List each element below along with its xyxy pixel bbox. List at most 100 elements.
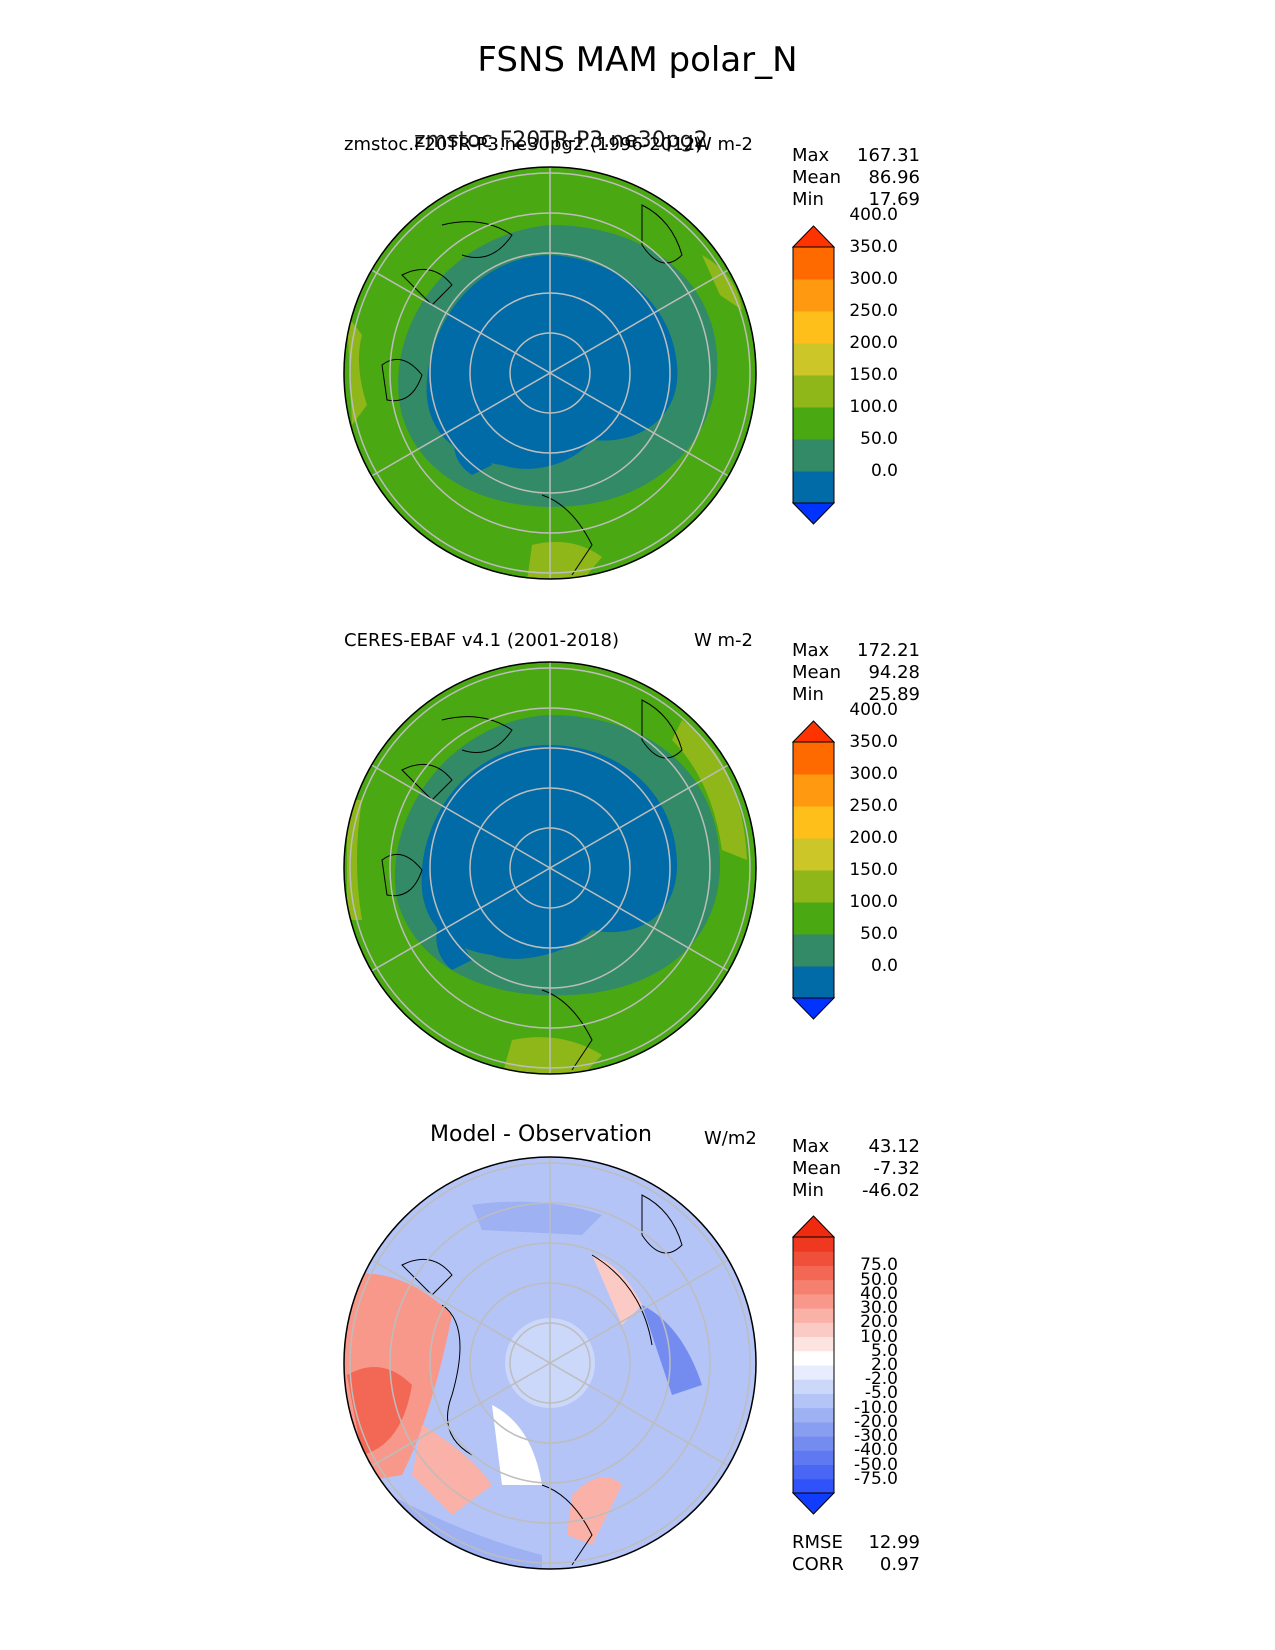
panel1-colorbar: [792, 225, 836, 525]
colorbar-segment: [793, 806, 834, 839]
colorbar-segment: [793, 1308, 834, 1323]
colorbar-segment: [793, 1478, 834, 1494]
stat-mean: Mean -7.32: [792, 1158, 920, 1179]
colorbar-tick-label: 5.0: [870, 1340, 898, 1361]
colorbar-tick-label: 200.0: [849, 333, 898, 353]
colorbar-segment: [793, 742, 834, 775]
panel2-units: W m-2: [694, 630, 754, 651]
colorbar-extend-min: [792, 502, 836, 525]
stat-max: Max 167.31: [792, 145, 920, 166]
colorbar-tick-label: 2.0: [870, 1355, 898, 1375]
colorbar-tick-label: -40.0: [854, 1440, 898, 1461]
colorbar-segment: [793, 870, 834, 903]
colorbar-tick-label: 400.0: [849, 700, 898, 720]
colorbar-segment: [793, 774, 834, 807]
panel2-colorbar-labels: 0.0 50.0 100.0 150.0 200.0 250.0 300.0 350.0 400…: [838, 702, 908, 1020]
colorbar-tick-label: 50.0: [860, 924, 898, 944]
colorbar-tick-label: -30.0: [854, 1426, 898, 1447]
colorbar-tick-label: 30.0: [860, 1298, 898, 1319]
panel2-left-title: CERES-EBAF v4.1 (2001-2018): [344, 630, 620, 651]
colorbar-segment: [793, 1407, 834, 1423]
colorbar-tick-label: 10.0: [860, 1326, 898, 1347]
colorbar-tick-label: -2.0: [864, 1369, 898, 1390]
colorbar-segment: [793, 1350, 834, 1366]
colorbar-segment: [793, 838, 834, 871]
stat-mean: Mean 86.96: [792, 167, 920, 188]
colorbar-tick-label: 350.0: [849, 732, 898, 752]
colorbar-frame: [792, 246, 835, 504]
colorbar-extend-max: [792, 225, 836, 248]
colorbar-tick-label: -75.0: [854, 1468, 898, 1489]
panel1-overlay-title: zmstoc.F20TR-P3.ne30pg2: [414, 128, 708, 153]
stat-min: Min 25.89: [792, 684, 920, 705]
colorbar-segment: [793, 902, 834, 935]
colorbar-tick-label: 0.0: [870, 461, 898, 481]
colorbar-tick-label: -5.0: [864, 1383, 898, 1404]
colorbar-segment: [793, 407, 834, 440]
colorbar-tick-label: 200.0: [849, 828, 898, 848]
colorbar-tick-label: 75.0: [860, 1255, 898, 1276]
stat-min: Min 17.69: [792, 189, 920, 210]
colorbar-tick-label: 350.0: [849, 237, 898, 257]
stat-mean: Mean 94.28: [792, 662, 920, 683]
colorbar-tick-label: 150.0: [849, 365, 898, 385]
panel3-title: Model - Observation: [430, 1122, 652, 1147]
stat-corr: CORR 0.97: [792, 1554, 920, 1575]
panel3-colorbar: [792, 1215, 836, 1515]
panel1-polar-map: [343, 166, 757, 580]
colorbar-segment: [793, 1251, 834, 1266]
colorbar-segment: [793, 1237, 834, 1252]
colorbar-segment: [793, 934, 834, 967]
panel1-colorbar-labels: 0.0 50.0 100.0 150.0 200.0 250.0 300.0 350.0 400…: [838, 207, 908, 525]
colorbar-segment: [793, 1322, 834, 1338]
panel3-colorbar-labels: -75.0 -50.0 -40.0 -30.0 -20.0 -10.0 -5.0 -2.0 2.…: [838, 1215, 908, 1515]
colorbar-tick-label: -20.0: [854, 1411, 898, 1432]
colorbar-tick-label: 40.0: [860, 1283, 898, 1304]
panel2-stats: Max 172.21 Mean 94.28 Min 25.89: [792, 640, 920, 706]
colorbar-segment: [793, 1393, 834, 1409]
colorbar-tick-label: 100.0: [849, 892, 898, 912]
colorbar-tick-label: -50.0: [854, 1454, 898, 1475]
colorbar-tick-label: -10.0: [854, 1397, 898, 1418]
colorbar-segment: [793, 1421, 834, 1437]
colorbar-segment: [793, 1436, 834, 1451]
colorbar-segment: [793, 1279, 834, 1295]
colorbar-segment: [793, 1464, 834, 1480]
colorbar-segment: [793, 1379, 834, 1394]
panel1-stats: Max 167.31 Mean 86.96 Min 17.69: [792, 145, 920, 211]
colorbar-segment: [793, 471, 834, 504]
colorbar-frame: [792, 741, 835, 999]
colorbar-extend-max: [792, 720, 836, 743]
colorbar-tick-label: 250.0: [849, 796, 898, 816]
panel3-bottom-stats: RMSE 12.99 CORR 0.97: [792, 1532, 920, 1576]
colorbar-tick-label: 150.0: [849, 860, 898, 880]
panel1-units: W m-2: [694, 134, 754, 155]
colorbar-tick-label: 50.0: [860, 429, 898, 449]
colorbar-segment: [793, 1336, 834, 1352]
stat-min: Min -46.02: [792, 1180, 920, 1201]
colorbar-tick-label: 250.0: [849, 301, 898, 321]
colorbar-tick-label: 100.0: [849, 397, 898, 417]
panel2-colorbar: [792, 720, 836, 1020]
colorbar-segment: [793, 439, 834, 472]
colorbar-tick-label: 0.0: [870, 956, 898, 976]
panel3-polar-map: [343, 1156, 757, 1570]
colorbar-tick-label: 50.0: [860, 1269, 898, 1290]
panel1-left-title: zmstoc.F20TR-P3.ne30pg2.(1996-2012): [344, 134, 703, 155]
stat-rmse: RMSE 12.99: [792, 1532, 920, 1553]
colorbar-frame: [792, 1236, 835, 1494]
colorbar-segment: [793, 279, 834, 312]
panel3-stats: Max 43.12 Mean -7.32 Min -46.02: [792, 1136, 920, 1202]
colorbar-segment: [793, 343, 834, 376]
colorbar-tick-label: 300.0: [849, 764, 898, 784]
colorbar-extend-max: [792, 1215, 836, 1238]
panel2-polar-map: [343, 661, 757, 1075]
colorbar-segment: [793, 375, 834, 408]
figure-title: FSNS MAM polar_N: [477, 40, 798, 80]
colorbar-segment: [793, 1265, 834, 1281]
stat-max: Max 172.21: [792, 640, 920, 661]
panel3-units: W/m2: [704, 1128, 757, 1149]
colorbar-tick-label: 20.0: [860, 1312, 898, 1333]
colorbar-extend-min: [792, 1492, 836, 1515]
colorbar-segment: [793, 311, 834, 344]
